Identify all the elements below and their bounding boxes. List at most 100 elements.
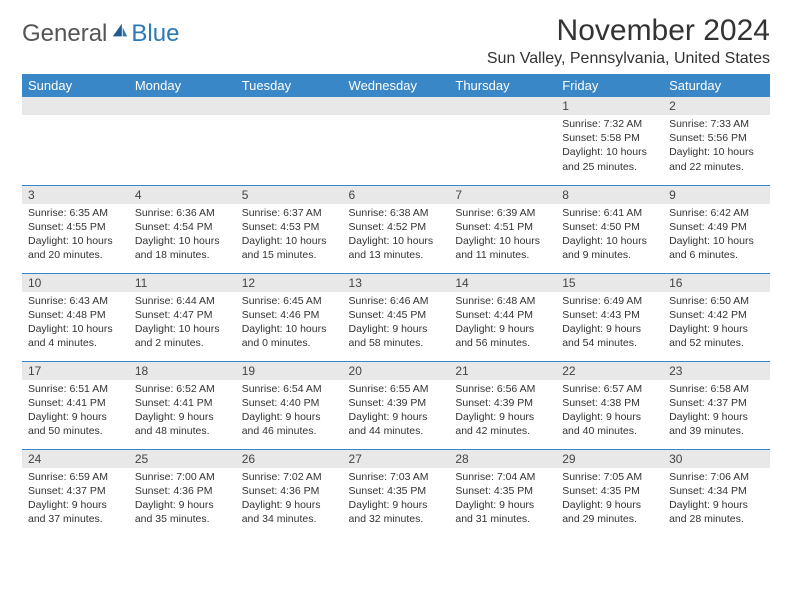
- sunset-time: 5:56 PM: [708, 132, 747, 144]
- day-number: 7: [449, 186, 556, 204]
- sunset-time: 4:49 PM: [708, 221, 747, 233]
- day-number: 11: [129, 274, 236, 292]
- logo-sail-icon: [111, 22, 129, 40]
- day-number: 18: [129, 362, 236, 380]
- day-details: Sunrise: 6:51 AMSunset: 4:41 PMDaylight:…: [22, 380, 129, 443]
- day-cell: 23Sunrise: 6:58 AMSunset: 4:37 PMDayligh…: [663, 361, 770, 449]
- day-details: Sunrise: 6:35 AMSunset: 4:55 PMDaylight:…: [22, 204, 129, 267]
- sunrise-time: 7:04 AM: [497, 471, 536, 483]
- sunset-time: 4:46 PM: [280, 309, 319, 321]
- day-number: 6: [343, 186, 450, 204]
- sunrise-time: 6:45 AM: [283, 295, 322, 307]
- day-cell: 15Sunrise: 6:49 AMSunset: 4:43 PMDayligh…: [556, 273, 663, 361]
- sunrise-time: 6:58 AM: [711, 383, 750, 395]
- day-cell: 24Sunrise: 6:59 AMSunset: 4:37 PMDayligh…: [22, 449, 129, 537]
- day-number: 24: [22, 450, 129, 468]
- calendar-table: Sunday Monday Tuesday Wednesday Thursday…: [22, 74, 770, 537]
- day-number: 22: [556, 362, 663, 380]
- week-row: 17Sunrise: 6:51 AMSunset: 4:41 PMDayligh…: [22, 361, 770, 449]
- day-cell: 22Sunrise: 6:57 AMSunset: 4:38 PMDayligh…: [556, 361, 663, 449]
- day-details: Sunrise: 6:39 AMSunset: 4:51 PMDaylight:…: [449, 204, 556, 267]
- day-number-empty: [343, 97, 450, 115]
- sunrise-time: 6:54 AM: [283, 383, 322, 395]
- day-details: Sunrise: 6:42 AMSunset: 4:49 PMDaylight:…: [663, 204, 770, 267]
- sunrise-time: 6:59 AM: [69, 471, 108, 483]
- day-number: 12: [236, 274, 343, 292]
- daylight-duration: 9 hours and 48 minutes.: [135, 411, 214, 437]
- sunrise-time: 6:46 AM: [390, 295, 429, 307]
- daylight-duration: 9 hours and 44 minutes.: [349, 411, 428, 437]
- day-details: Sunrise: 6:55 AMSunset: 4:39 PMDaylight:…: [343, 380, 450, 443]
- day-details: Sunrise: 6:58 AMSunset: 4:37 PMDaylight:…: [663, 380, 770, 443]
- day-number: 9: [663, 186, 770, 204]
- day-cell: 11Sunrise: 6:44 AMSunset: 4:47 PMDayligh…: [129, 273, 236, 361]
- day-number: 2: [663, 97, 770, 115]
- sunset-time: 4:50 PM: [601, 221, 640, 233]
- day-details: Sunrise: 6:45 AMSunset: 4:46 PMDaylight:…: [236, 292, 343, 355]
- day-cell: 6Sunrise: 6:38 AMSunset: 4:52 PMDaylight…: [343, 185, 450, 273]
- day-cell: 4Sunrise: 6:36 AMSunset: 4:54 PMDaylight…: [129, 185, 236, 273]
- sunrise-time: 6:37 AM: [283, 207, 322, 219]
- sunrise-time: 6:38 AM: [390, 207, 429, 219]
- sunrise-time: 6:41 AM: [604, 207, 643, 219]
- sunrise-time: 6:42 AM: [711, 207, 750, 219]
- day-cell: [343, 97, 450, 185]
- weekday-head: Sunday: [22, 74, 129, 97]
- sunrise-time: 6:55 AM: [390, 383, 429, 395]
- day-details: Sunrise: 6:56 AMSunset: 4:39 PMDaylight:…: [449, 380, 556, 443]
- day-cell: 14Sunrise: 6:48 AMSunset: 4:44 PMDayligh…: [449, 273, 556, 361]
- daylight-duration: 9 hours and 40 minutes.: [562, 411, 641, 437]
- day-number: 16: [663, 274, 770, 292]
- sunrise-time: 7:32 AM: [604, 118, 643, 130]
- daylight-duration: 10 hours and 9 minutes.: [562, 235, 647, 261]
- header: General Blue November 2024 Sun Valley, P…: [22, 14, 770, 68]
- weekday-head: Friday: [556, 74, 663, 97]
- weekday-head: Tuesday: [236, 74, 343, 97]
- day-details: Sunrise: 6:37 AMSunset: 4:53 PMDaylight:…: [236, 204, 343, 267]
- sunset-time: 5:58 PM: [601, 132, 640, 144]
- sunrise-time: 6:35 AM: [69, 207, 108, 219]
- sunrise-time: 6:57 AM: [604, 383, 643, 395]
- day-details: Sunrise: 7:33 AMSunset: 5:56 PMDaylight:…: [663, 115, 770, 178]
- daylight-duration: 10 hours and 0 minutes.: [242, 323, 327, 349]
- daylight-duration: 9 hours and 39 minutes.: [669, 411, 748, 437]
- day-cell: [449, 97, 556, 185]
- sunset-time: 4:36 PM: [173, 485, 212, 497]
- sunset-time: 4:47 PM: [173, 309, 212, 321]
- sunset-time: 4:36 PM: [280, 485, 319, 497]
- day-number-empty: [236, 97, 343, 115]
- weekday-head: Monday: [129, 74, 236, 97]
- sunset-time: 4:35 PM: [494, 485, 533, 497]
- sunset-time: 4:51 PM: [494, 221, 533, 233]
- daylight-duration: 10 hours and 6 minutes.: [669, 235, 754, 261]
- day-number: 14: [449, 274, 556, 292]
- day-number-empty: [129, 97, 236, 115]
- daylight-duration: 10 hours and 15 minutes.: [242, 235, 327, 261]
- title-block: November 2024 Sun Valley, Pennsylvania, …: [487, 14, 770, 68]
- sunset-time: 4:39 PM: [494, 397, 533, 409]
- sunset-time: 4:37 PM: [67, 485, 106, 497]
- day-cell: 28Sunrise: 7:04 AMSunset: 4:35 PMDayligh…: [449, 449, 556, 537]
- day-number: 8: [556, 186, 663, 204]
- sunrise-time: 6:39 AM: [497, 207, 536, 219]
- day-details: Sunrise: 6:49 AMSunset: 4:43 PMDaylight:…: [556, 292, 663, 355]
- weekday-head: Wednesday: [343, 74, 450, 97]
- day-details: Sunrise: 6:46 AMSunset: 4:45 PMDaylight:…: [343, 292, 450, 355]
- day-details: Sunrise: 7:04 AMSunset: 4:35 PMDaylight:…: [449, 468, 556, 531]
- day-cell: 30Sunrise: 7:06 AMSunset: 4:34 PMDayligh…: [663, 449, 770, 537]
- day-details: Sunrise: 6:50 AMSunset: 4:42 PMDaylight:…: [663, 292, 770, 355]
- daylight-duration: 9 hours and 52 minutes.: [669, 323, 748, 349]
- week-row: 1Sunrise: 7:32 AMSunset: 5:58 PMDaylight…: [22, 97, 770, 185]
- daylight-duration: 9 hours and 32 minutes.: [349, 499, 428, 525]
- day-cell: 19Sunrise: 6:54 AMSunset: 4:40 PMDayligh…: [236, 361, 343, 449]
- day-number: 29: [556, 450, 663, 468]
- sunset-time: 4:41 PM: [173, 397, 212, 409]
- day-number: 20: [343, 362, 450, 380]
- daylight-duration: 10 hours and 11 minutes.: [455, 235, 540, 261]
- day-number: 23: [663, 362, 770, 380]
- sunset-time: 4:41 PM: [67, 397, 106, 409]
- day-number: 28: [449, 450, 556, 468]
- day-cell: 20Sunrise: 6:55 AMSunset: 4:39 PMDayligh…: [343, 361, 450, 449]
- daylight-duration: 9 hours and 58 minutes.: [349, 323, 428, 349]
- daylight-duration: 10 hours and 2 minutes.: [135, 323, 220, 349]
